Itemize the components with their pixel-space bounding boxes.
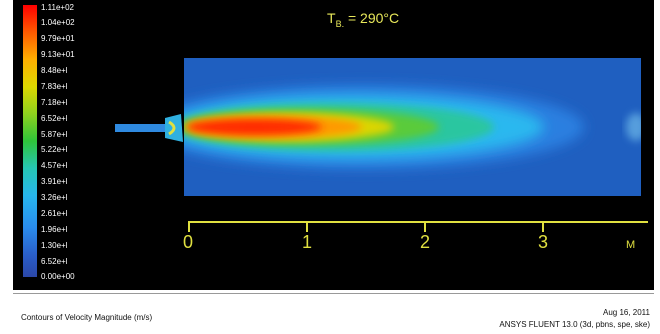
length-axis xyxy=(188,221,648,232)
nozzle-icon xyxy=(165,114,183,142)
axis-tick-label: 1 xyxy=(302,232,313,252)
axis-tick-label: 2 xyxy=(420,232,431,252)
plot-caption: Contours of Velocity Magnitude (m/s) xyxy=(21,313,153,322)
colorbar-label: 8.48e+l xyxy=(41,66,68,75)
colorbar-label: 7.18e+l xyxy=(41,98,68,107)
colorbar-label: 6.52e+l xyxy=(41,257,68,266)
colorbar-label: 3.26e+l xyxy=(41,193,68,202)
colorbar-label: 5.22e+l xyxy=(41,145,68,154)
flow-domain xyxy=(184,58,641,196)
colorbar-label: 9.79e+01 xyxy=(41,34,75,43)
colorbar-label: 7.83e+l xyxy=(41,82,68,91)
colorbar-label: 0.00e+00 xyxy=(41,272,75,281)
colorbar-label: 4.57e+l xyxy=(41,161,68,170)
colorbar-label: 1.30e+l xyxy=(41,241,68,250)
plot-footer: Contours of Velocity Magnitude (m/s) Aug… xyxy=(13,293,654,334)
plot-date: Aug 16, 2011 xyxy=(602,308,650,317)
colorbar-label: 1.04e+02 xyxy=(41,18,75,27)
axis-unit: M xyxy=(626,239,636,251)
solver-info: ANSYS FLUENT 13.0 (3d, pbns, spe, ske) xyxy=(499,320,650,329)
colorbar-label: 1.11e+02 xyxy=(41,3,74,12)
colorbar xyxy=(23,5,37,277)
colorbar-label: 9.13e+01 xyxy=(41,50,75,59)
colorbar-label: 2.61e+l xyxy=(41,209,68,218)
colorbar-label: 5.87e+l xyxy=(41,130,68,139)
colorbar-label: 3.91e+l xyxy=(41,177,68,186)
axis-tick-label: 3 xyxy=(538,232,549,252)
axis-tick-label: 0 xyxy=(183,232,194,252)
inlet-pipe xyxy=(115,124,167,132)
colorbar-label: 1.96e+l xyxy=(41,225,68,234)
graphics-viewport[interactable]: 1.11e+02 1.04e+02 9.79e+01 9.13e+01 8.48… xyxy=(13,0,654,290)
velocity-contour-plume xyxy=(184,58,641,196)
temperature-annotation: TB. = 290°C xyxy=(327,10,400,29)
colorbar-label: 6.52e+l xyxy=(41,114,68,123)
